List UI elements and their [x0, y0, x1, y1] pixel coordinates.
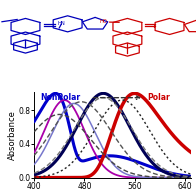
- Text: HN: HN: [57, 21, 65, 26]
- Text: NonPolar: NonPolar: [41, 93, 81, 102]
- Text: HO: HO: [100, 19, 108, 24]
- Y-axis label: Absorbance: Absorbance: [8, 110, 17, 160]
- Text: Polar: Polar: [147, 93, 170, 102]
